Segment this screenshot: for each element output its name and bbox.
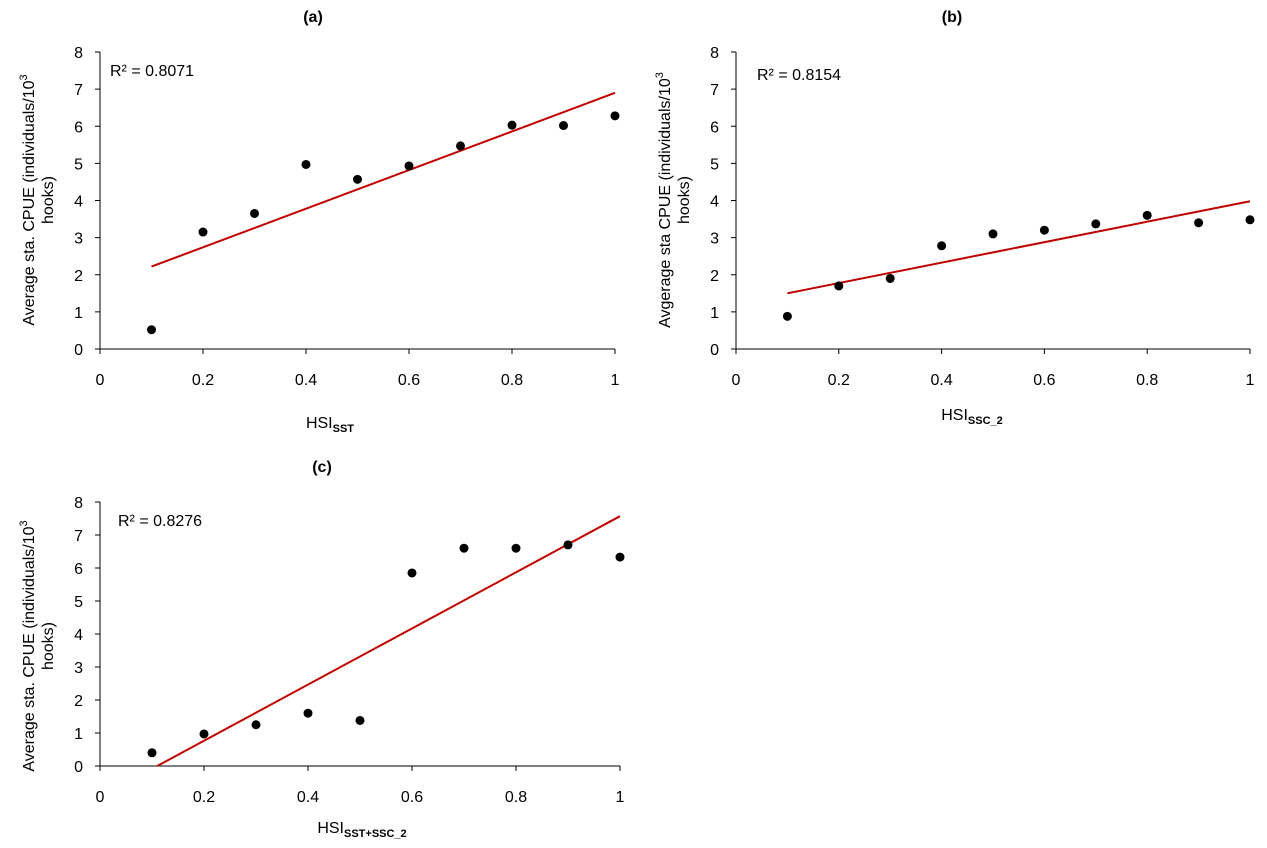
y-axis-label: Average sta. CPUE (individuals/103hooks)	[18, 520, 57, 771]
x-tick-label: 0.8	[1136, 372, 1158, 389]
x-tick-label: 0.8	[501, 372, 523, 389]
y-tick-label: 6	[710, 119, 719, 136]
data-point	[834, 281, 844, 291]
x-tick-label: 0.2	[193, 789, 215, 806]
data-point	[147, 325, 156, 335]
trendline	[787, 200, 1251, 295]
y-tick-label: 2	[710, 268, 719, 285]
y-tick-label: 5	[74, 594, 83, 611]
x-axis-label: HSISST	[306, 415, 354, 435]
data-point	[355, 715, 365, 725]
y-tick-label: 8	[74, 45, 83, 62]
y-tick-label: 2	[74, 268, 83, 285]
chart-panel-c: (c) 0 1 2 3 4 5 6 7 8 0 0.2 0.4 0.6 0.8 1 R² = 0.8276 HSI…	[18, 459, 625, 840]
data-point	[456, 141, 465, 151]
x-axis-label: HSISST+SSC_2	[317, 820, 406, 840]
x-tick-label: 0.8	[505, 789, 527, 806]
data-point	[559, 121, 568, 131]
x-tick-label: 0.4	[295, 372, 317, 389]
y-tick-label: 7	[710, 82, 719, 99]
data-point	[303, 708, 313, 718]
y-tick-label: 1	[710, 305, 719, 322]
data-point	[251, 720, 261, 730]
data-point	[1039, 225, 1049, 235]
x-tick-label: 0.6	[1033, 372, 1055, 389]
data-point	[1091, 219, 1101, 229]
y-tick-label: 3	[710, 231, 719, 248]
x-tick-label: 0.6	[401, 789, 423, 806]
data-point	[1142, 210, 1152, 220]
panel-title: (b)	[942, 9, 962, 26]
data-point	[988, 229, 998, 239]
y-tick-label: 4	[74, 627, 83, 644]
r-squared-label: R² = 0.8276	[118, 513, 202, 530]
y-tick-label: 5	[74, 156, 83, 173]
x-tick-label: 0.4	[930, 372, 952, 389]
y-tick-label: 4	[74, 194, 83, 211]
x-axis-label: HSISSC_2	[941, 407, 1003, 427]
y-tick-label: 0	[710, 342, 719, 359]
y-tick-label: 8	[710, 45, 719, 62]
y-tick-label: 1	[74, 726, 83, 743]
data-point	[563, 540, 573, 550]
data-point	[199, 729, 209, 739]
x-tick-label: 0.6	[398, 372, 420, 389]
chart-panel-a: (a) 0 1 2 3 4 5 6 7 8 0 0.2 0.4 0.6 0.8 1 R² = 0.8071 HSI…	[18, 9, 620, 435]
x-tick-label: 0	[96, 789, 105, 806]
y-tick-label: 6	[74, 119, 83, 136]
trendline	[151, 91, 616, 268]
x-tick-label: 0.2	[828, 372, 850, 389]
data-point	[782, 311, 792, 321]
data-point	[404, 161, 414, 171]
data-point	[610, 111, 620, 121]
data-point	[885, 273, 895, 283]
x-tick-label: 1	[1246, 372, 1255, 389]
data-point	[511, 543, 521, 553]
y-tick-label: 6	[74, 561, 83, 578]
panel-title: (a)	[303, 9, 323, 26]
data-point	[407, 568, 417, 578]
y-axis-label: Average sta. CPUE (individuals/103hooks)	[18, 74, 57, 325]
panel-title: (c)	[312, 459, 332, 476]
data-point	[615, 552, 625, 562]
x-tick-label: 0.4	[297, 789, 319, 806]
data-point	[507, 120, 517, 130]
y-tick-label: 4	[710, 194, 719, 211]
data-point	[198, 227, 208, 237]
chart-panel-b: (b) 0 1 2 3 4 5 6 7 8 0 0.2 0.4 0.6 0.8 1 R² = 0.8154 HSI…	[654, 9, 1255, 427]
y-tick-label: 0	[74, 342, 83, 359]
y-tick-label: 8	[74, 495, 83, 512]
y-tick-label: 1	[74, 305, 83, 322]
y-tick-label: 3	[74, 660, 83, 677]
data-point	[147, 748, 157, 758]
data-point	[937, 241, 947, 251]
data-point	[353, 174, 362, 184]
y-tick-label: 7	[74, 528, 83, 545]
x-tick-label: 0	[732, 372, 741, 389]
y-tick-label: 5	[710, 156, 719, 173]
r-squared-label: R² = 0.8071	[110, 63, 194, 80]
trendline	[156, 515, 621, 767]
r-squared-label: R² = 0.8154	[757, 67, 841, 84]
x-tick-label: 0	[96, 372, 105, 389]
data-point	[459, 543, 469, 553]
y-tick-label: 2	[74, 693, 83, 710]
data-point	[1245, 215, 1255, 225]
y-axis-label: Avgerage sta CPUE (individuals/103hooks)	[654, 72, 693, 328]
x-tick-label: 1	[616, 789, 625, 806]
data-point	[301, 159, 311, 169]
x-tick-label: 0.2	[192, 372, 214, 389]
y-tick-label: 0	[74, 759, 83, 776]
x-tick-label: 1	[611, 372, 620, 389]
y-tick-label: 3	[74, 231, 83, 248]
y-tick-label: 7	[74, 82, 83, 99]
data-point	[1194, 218, 1204, 228]
data-point	[250, 208, 259, 218]
